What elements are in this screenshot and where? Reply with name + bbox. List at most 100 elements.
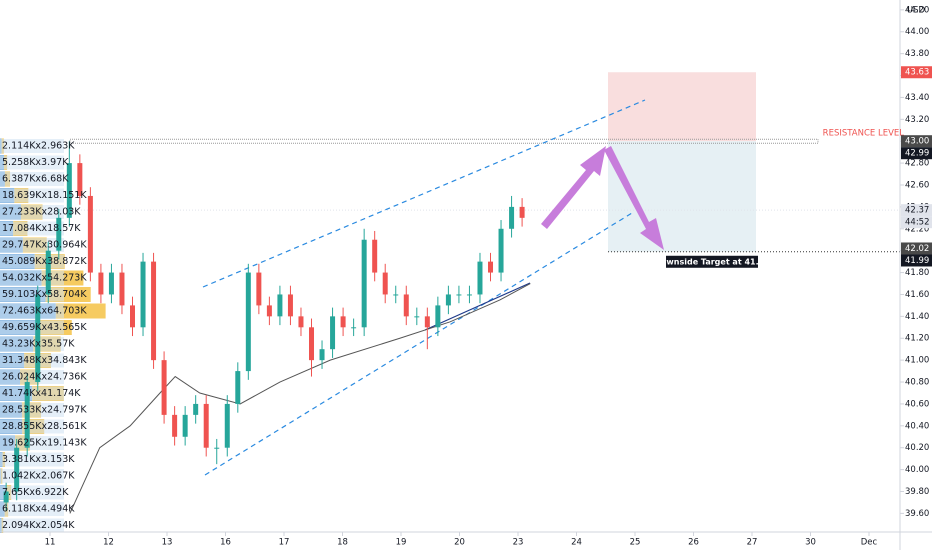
vp-label-bg bbox=[0, 337, 64, 351]
candle-body bbox=[287, 294, 293, 317]
x-tick-label: Dec bbox=[861, 538, 878, 548]
candle-body bbox=[414, 316, 420, 318]
vp-label-bg bbox=[0, 502, 64, 516]
candle-body bbox=[519, 206, 525, 218]
candle-body bbox=[445, 294, 451, 306]
candle-body bbox=[214, 447, 220, 449]
candle-body bbox=[256, 272, 262, 306]
candle-body bbox=[98, 272, 104, 295]
y-tick-label: 43.40 bbox=[905, 93, 929, 103]
candle-body bbox=[56, 217, 62, 251]
countdown-bg bbox=[901, 216, 932, 229]
arrow-down bbox=[604, 146, 664, 250]
candle-body bbox=[3, 491, 9, 503]
candle-body bbox=[372, 239, 378, 273]
vp-label-bg bbox=[0, 172, 64, 186]
risk-zone bbox=[608, 72, 756, 142]
candle-body bbox=[351, 327, 357, 329]
candle-body bbox=[393, 294, 399, 296]
x-tick-label: 25 bbox=[630, 538, 641, 548]
vp-sell bbox=[55, 303, 106, 319]
y-tick-label: 39.80 bbox=[905, 487, 929, 497]
candle-body bbox=[193, 403, 199, 415]
vp-label: 31.348Kx34.843K bbox=[2, 355, 87, 366]
resistance-line bbox=[69, 138, 819, 144]
y-tick-label: 44.20 bbox=[905, 5, 929, 15]
target-label-bg bbox=[666, 255, 758, 268]
price-tag-label: 43.63 bbox=[905, 68, 929, 78]
candle-body bbox=[224, 403, 230, 448]
candle-body bbox=[108, 272, 114, 295]
candle-body bbox=[298, 316, 304, 328]
candle-body bbox=[424, 316, 430, 328]
y-tick-label: 40.60 bbox=[905, 399, 929, 409]
price-tag bbox=[901, 254, 932, 267]
candle-body bbox=[87, 195, 93, 273]
candle-body bbox=[140, 261, 146, 328]
vp-label: 3.381Kx3.153K bbox=[2, 454, 75, 465]
y-tick-label: 44.00 bbox=[905, 27, 929, 37]
candle-body bbox=[456, 294, 462, 296]
y-tick-label: 42.80 bbox=[905, 159, 929, 169]
vp-label: 45.089Kx38.872K bbox=[2, 256, 87, 267]
vp-label: 2.114Kx2.963K bbox=[2, 141, 75, 152]
price-tag bbox=[901, 204, 932, 217]
candle-body bbox=[172, 414, 178, 437]
vp-label-bg bbox=[0, 370, 64, 384]
resistance-label: RESISTANCE LEVEL bbox=[823, 129, 905, 139]
price-tag-label: 42.99 bbox=[905, 149, 929, 159]
vp-label: 2.094Kx2.054K bbox=[2, 520, 75, 531]
y-tick-label: 42.60 bbox=[905, 180, 929, 190]
candle-body bbox=[435, 305, 441, 328]
y-tick-label: 40.20 bbox=[905, 443, 929, 453]
y-tick-label: 40.40 bbox=[905, 421, 929, 431]
y-tick-label: 43.80 bbox=[905, 49, 929, 59]
y-tick-label: 41.60 bbox=[905, 290, 929, 300]
candle-body bbox=[466, 294, 472, 296]
target-label: Downside Target at 41.99 bbox=[654, 257, 770, 266]
y-tick-label: 41.20 bbox=[905, 334, 929, 344]
candle-body bbox=[77, 163, 83, 196]
candle-body bbox=[182, 414, 188, 437]
vp-label: 1.042Kx2.067K bbox=[2, 471, 75, 482]
x-tick-label: 19 bbox=[396, 538, 407, 548]
vp-label: 18.639Kx18.151K bbox=[2, 190, 87, 201]
channel-mid bbox=[424, 282, 531, 331]
y-tick-label: 43.20 bbox=[905, 115, 929, 125]
moving-average bbox=[69, 283, 531, 514]
candle-body bbox=[309, 327, 315, 361]
candle-body bbox=[129, 305, 135, 328]
y-tick-label: 40.80 bbox=[905, 378, 929, 388]
x-tick-label: 16 bbox=[220, 538, 231, 548]
vp-label: 7.65Kx6.922K bbox=[2, 487, 69, 498]
price-tag-label: 42.37 bbox=[905, 206, 929, 216]
vp-label: 28.533Kx24.797K bbox=[2, 405, 87, 416]
candle-body bbox=[245, 272, 251, 372]
candle-body bbox=[403, 294, 409, 317]
candle-body bbox=[277, 294, 283, 317]
candle-body bbox=[509, 206, 515, 229]
candle-body bbox=[382, 272, 388, 295]
vp-label-bg bbox=[0, 353, 64, 368]
candle-body bbox=[35, 294, 41, 383]
x-tick-label: 27 bbox=[747, 538, 758, 548]
y-tick-label: 40.00 bbox=[905, 465, 929, 475]
candle-body bbox=[14, 447, 20, 492]
vp-label: 19.625Kx19.143K bbox=[2, 438, 87, 449]
vp-label-bg bbox=[0, 205, 64, 219]
vp-label: 26.024Kx24.736K bbox=[2, 372, 87, 383]
candle-body bbox=[235, 371, 241, 404]
candle-body bbox=[319, 349, 325, 361]
vp-label: 29.747Kx30.964K bbox=[2, 240, 87, 251]
vp-label-bg bbox=[0, 386, 64, 401]
x-tick-label: 11 bbox=[45, 538, 56, 548]
x-tick-label: 26 bbox=[688, 538, 699, 548]
vp-label-bg bbox=[0, 419, 64, 434]
candle-body bbox=[477, 261, 483, 295]
vp-label: 59.103Kx58.704K bbox=[2, 289, 87, 300]
x-tick-label: 20 bbox=[454, 538, 465, 548]
channel-upper bbox=[202, 99, 646, 288]
vp-label: 27.233Kx28.03K bbox=[2, 207, 81, 218]
x-tick-label: 17 bbox=[279, 538, 290, 548]
vp-label: 6.118Kx4.494K bbox=[2, 504, 75, 515]
